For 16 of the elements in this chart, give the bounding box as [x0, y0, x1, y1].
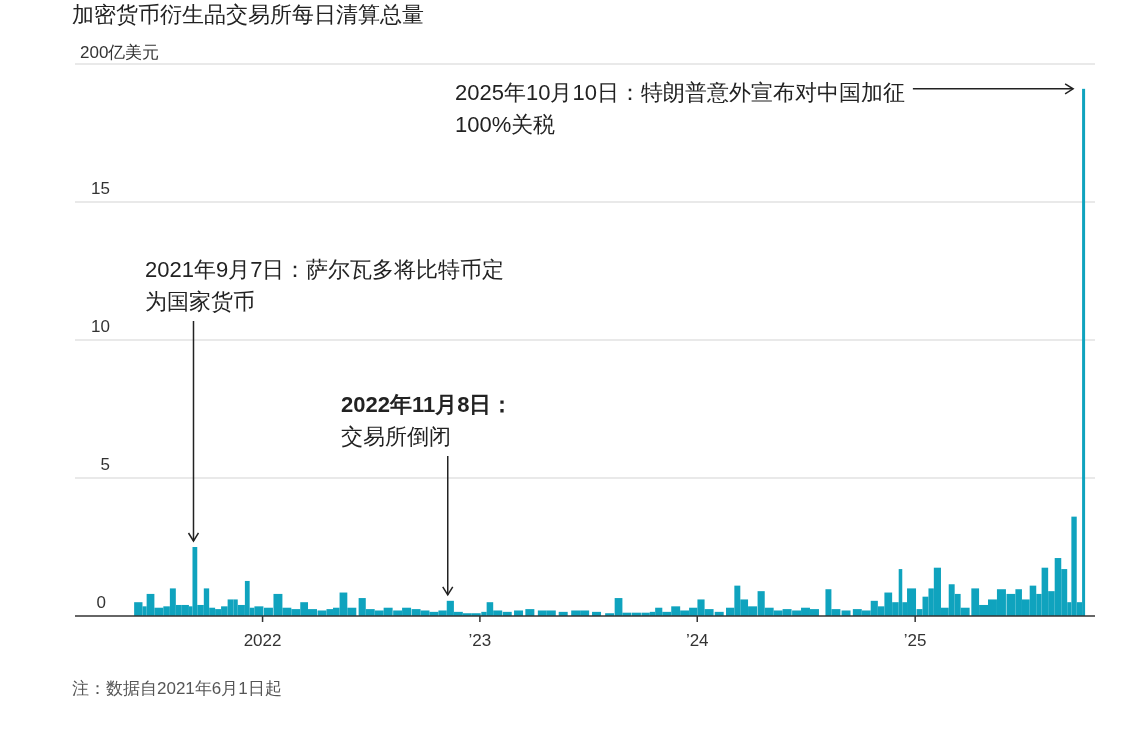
x-tick-label: 2022 [243, 631, 282, 650]
ylabel: 200亿美元 [80, 43, 160, 62]
y-tick-label: 0 [96, 593, 106, 612]
y-tick-label: 10 [91, 317, 110, 336]
y-tick-label: 15 [91, 179, 110, 198]
x-tick-label: ’23 [468, 631, 492, 650]
note: 注：数据自2021年6月1日起 [72, 679, 282, 698]
annotation: 2025年10月10日：特朗普意外宣布对中国加征100%关税 [455, 80, 905, 137]
x-tick-label: ’24 [685, 631, 709, 650]
y-tick-label: 5 [100, 455, 110, 474]
annotation: 2022年11月8日：交易所倒闭 [341, 392, 514, 449]
annotation: 2022年11月8日：交易所倒闭 [341, 392, 514, 596]
title: 加密货币衍生品交易所每日清算总量 [72, 2, 424, 27]
annotation: 2025年10月10日：特朗普意外宣布对中国加征100%关税 [455, 80, 1074, 137]
x-tick-label: ’25 [903, 631, 927, 650]
annotation: 2021年9月7日：萨尔瓦多将比特币定为国家货币 [145, 257, 505, 314]
